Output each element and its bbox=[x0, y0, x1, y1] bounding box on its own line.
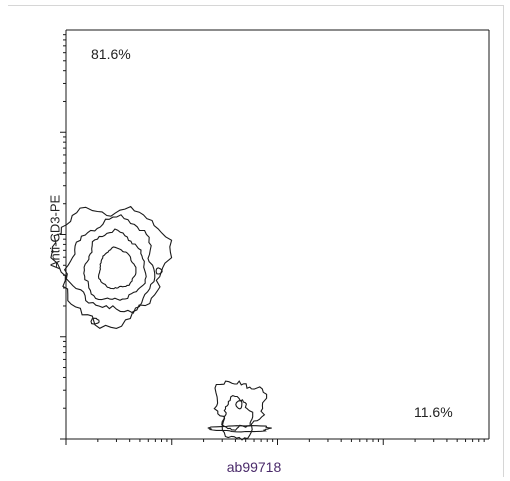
plot-axes bbox=[65, 29, 490, 440]
contour-island bbox=[235, 400, 243, 410]
contour-level bbox=[221, 394, 254, 431]
contour-level bbox=[63, 214, 156, 314]
lower-right-quadrant-percent: 11.6% bbox=[414, 404, 453, 420]
x-axis-label: ab99718 bbox=[226, 459, 282, 475]
contour-island bbox=[90, 317, 100, 325]
y-axis-label: Anti-CD3-PE bbox=[47, 194, 63, 270]
axis-ticks bbox=[60, 34, 485, 445]
contour-lines bbox=[50, 205, 272, 441]
contour-island bbox=[155, 267, 163, 275]
contour-level bbox=[50, 205, 173, 329]
contour-level bbox=[213, 380, 268, 441]
contour-level bbox=[97, 246, 137, 290]
upper-left-quadrant-percent: 81.6% bbox=[91, 46, 131, 62]
contour-level bbox=[207, 425, 272, 433]
plot-frame bbox=[8, 5, 504, 477]
contour-level bbox=[83, 228, 147, 301]
